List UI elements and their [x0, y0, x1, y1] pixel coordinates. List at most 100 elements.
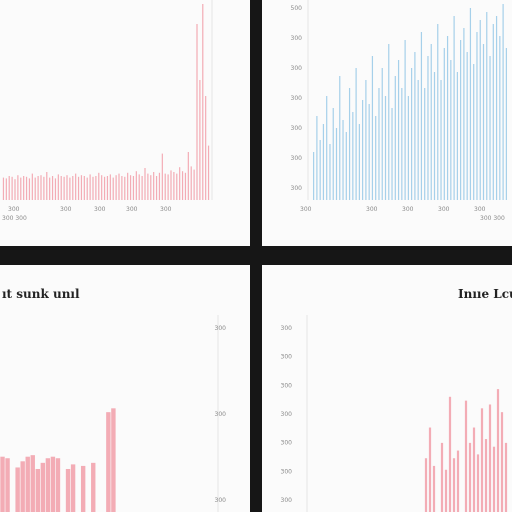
- y-tick-label: 300: [281, 354, 293, 361]
- bar: [141, 176, 143, 200]
- bar: [500, 412, 504, 512]
- x-tick-label: 300: [474, 206, 486, 213]
- bar: [326, 96, 328, 200]
- bar: [450, 60, 452, 200]
- bar: [8, 176, 10, 200]
- bar: [440, 80, 442, 200]
- bar: [181, 171, 184, 200]
- bar: [155, 176, 158, 200]
- bar: [69, 177, 71, 200]
- bar: [496, 389, 500, 512]
- bar: [109, 174, 111, 200]
- bar: [469, 8, 472, 200]
- bar: [342, 120, 344, 200]
- bar: [394, 76, 396, 200]
- bar: [381, 68, 383, 200]
- bar: [83, 176, 85, 200]
- bar: [5, 178, 7, 200]
- bar: [92, 176, 94, 200]
- chart-panel-top-left: 300 300 300 300 300 300 300: [0, 0, 250, 246]
- bar: [98, 172, 100, 200]
- chart-panel-bottom-left: ıt sunk unıl 300 300 300: [0, 265, 250, 512]
- bar: [25, 176, 28, 200]
- bar: [77, 176, 80, 200]
- chart-panel-top-right: 500 300 300 300 300 300 300 300 300 300 300 300 30…: [262, 0, 512, 246]
- bar: [313, 152, 315, 200]
- bar: [460, 40, 462, 200]
- bar: [25, 456, 30, 512]
- bar: [424, 88, 426, 200]
- bar: [190, 166, 192, 200]
- bar: [121, 176, 123, 200]
- bar: [316, 116, 318, 200]
- bar: [164, 173, 166, 200]
- bar: [5, 458, 10, 512]
- x-tick-label: 300: [402, 206, 414, 213]
- y-tick-label: 300: [215, 325, 227, 332]
- bar: [20, 461, 25, 512]
- bar: [492, 24, 494, 200]
- x-tick-label: 300: [8, 206, 20, 213]
- bar: [388, 44, 390, 200]
- y-tick-label: 300: [281, 325, 293, 332]
- bar: [80, 175, 83, 200]
- bar: [60, 176, 62, 200]
- bar: [472, 427, 476, 512]
- bar: [34, 177, 36, 200]
- bar: [430, 44, 432, 200]
- chart-panel-bottom-right: Inııe Lcum 300 300 300 300 300 300 300: [262, 265, 512, 512]
- bar: [486, 12, 488, 200]
- bar: [150, 175, 152, 200]
- bar: [103, 176, 106, 200]
- bar: [23, 176, 25, 200]
- bar-chart-bottom-left: ıt sunk unıl 300 300 300: [0, 287, 227, 512]
- bar: [348, 88, 351, 200]
- x-tick-label: 300: [126, 206, 138, 213]
- bar: [358, 124, 360, 200]
- bar: [443, 48, 445, 200]
- bar: [65, 468, 71, 512]
- bar: [329, 144, 331, 200]
- y-tick-label: 300: [281, 497, 293, 504]
- bar: [135, 171, 137, 200]
- bar: [202, 4, 204, 200]
- bar-chart-top-right: 500 300 300 300 300 300 300 300 300 300 300 300 30…: [291, 0, 507, 222]
- bar: [489, 56, 491, 200]
- bar: [473, 64, 475, 200]
- bar: [440, 442, 444, 512]
- y-tick-label: 300: [291, 155, 303, 162]
- bar: [444, 469, 448, 512]
- bar: [70, 464, 76, 512]
- bar: [335, 128, 338, 200]
- bar: [50, 456, 56, 512]
- y-tick-label: 300: [281, 411, 293, 418]
- x-tick-label: 300: [366, 206, 378, 213]
- bar: [199, 80, 201, 200]
- bar: [407, 96, 409, 200]
- bar: [75, 173, 77, 200]
- y-tick-label: 300: [291, 125, 303, 132]
- bar: [362, 100, 364, 200]
- bar: [57, 174, 59, 200]
- bar: [466, 52, 468, 200]
- bar: [129, 175, 132, 200]
- y-tick-label: 300: [215, 497, 227, 504]
- bar: [463, 28, 465, 200]
- bar: [433, 72, 436, 200]
- bar: [14, 179, 16, 200]
- bar: [0, 456, 5, 512]
- bar: [43, 176, 45, 200]
- y-tick-label: 300: [291, 35, 303, 42]
- y-tick-label: 300: [215, 411, 227, 418]
- bar: [72, 176, 74, 200]
- bar: [414, 52, 416, 200]
- bar: [495, 16, 498, 200]
- bar: [158, 172, 161, 200]
- x-caption: 300 300: [480, 215, 505, 222]
- bar: [89, 174, 91, 200]
- bar: [161, 153, 163, 200]
- bar: [20, 177, 22, 200]
- bar: [448, 396, 452, 512]
- bar: [401, 88, 403, 200]
- bar: [391, 108, 393, 200]
